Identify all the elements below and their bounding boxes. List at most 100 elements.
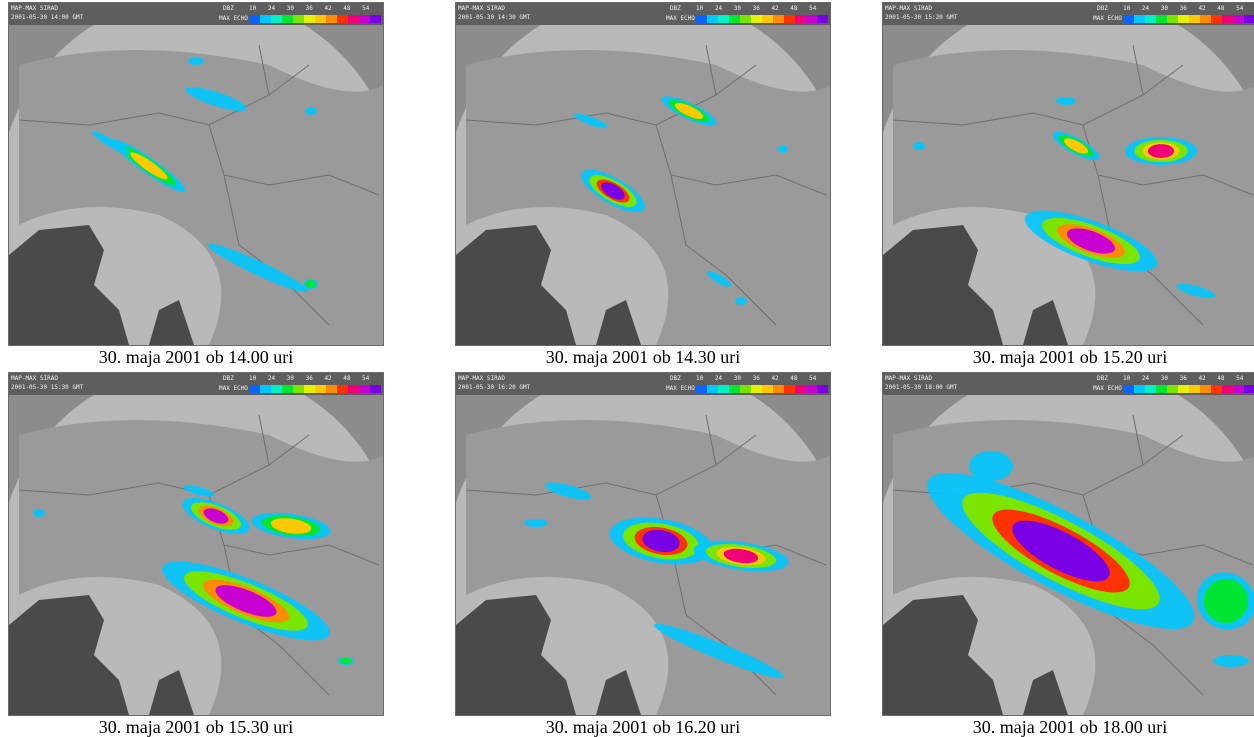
product-timestamp: 2001-05-30 14:30 GMT [458, 14, 531, 21]
color-scale-swatch [1123, 15, 1134, 23]
color-scale-swatch [337, 15, 348, 23]
country-borders [465, 44, 827, 326]
product-timestamp: 2001-05-30 16:20 GMT [458, 384, 531, 391]
color-scale-swatch [249, 385, 260, 393]
scale-tick: 36 [752, 5, 760, 12]
scale-tick: 10 [696, 375, 704, 382]
radar-echo [735, 297, 747, 305]
radar-frame: MAP-MAX SIRAD 2001-05-30 14:00 GMT DBZ 10 24… [8, 2, 384, 346]
scale-tick: 36 [1179, 5, 1187, 12]
color-scale-swatch [304, 385, 315, 393]
color-scale-swatch [271, 15, 282, 23]
terrain-hills [466, 50, 830, 345]
radar-header: MAP-MAX SIRAD 2001-05-30 15:30 GMT DBZ 10 24… [9, 373, 383, 395]
color-scale-swatch [1200, 385, 1211, 393]
color-scale-swatch [1222, 385, 1233, 393]
scale-tick: 24 [714, 375, 723, 382]
radar-echo [913, 142, 925, 150]
color-scale-swatch [326, 385, 337, 393]
color-scale-swatch [1167, 385, 1178, 393]
radar-echo [1056, 97, 1076, 105]
color-scale [1123, 385, 1254, 393]
color-scale-swatch [773, 15, 784, 23]
radar-map [456, 395, 830, 715]
color-scale-swatch [817, 15, 828, 23]
radar-frame: MAP-MAX SIRAD 2001-05-30 15:30 GMT DBZ 10 24… [8, 372, 384, 716]
radar-frame: MAP-MAX SIRAD 2001-05-30 15:20 GMT DBZ 10 24… [882, 2, 1254, 346]
dbz-label: DBZ [670, 5, 681, 12]
scale-tick: 30 [1160, 375, 1168, 382]
color-scale-swatch [370, 385, 381, 393]
color-scale-swatch [1189, 385, 1200, 393]
panel-caption: 30. maja 2001 ob 16.20 uri [545, 717, 741, 737]
color-scale-swatch [729, 15, 740, 23]
color-scale-swatch [740, 385, 751, 393]
scale-tick: 54 [809, 5, 817, 12]
color-scale-swatch [718, 15, 729, 23]
radar-echo [581, 169, 645, 213]
product-timestamp: 2001-05-30 14:00 GMT [11, 14, 84, 21]
scale-tick: 10 [1123, 5, 1131, 12]
color-scale-swatch [315, 15, 326, 23]
scale-tick: 48 [790, 5, 798, 12]
radar-echo [609, 517, 713, 565]
dbz-label: DBZ [1097, 5, 1108, 12]
scale-tick: 42 [1198, 5, 1206, 12]
scale-tick: 36 [305, 5, 313, 12]
color-scale-swatch [304, 15, 315, 23]
color-scale [696, 385, 828, 393]
terrain-hills [466, 420, 830, 715]
radar-echo [1196, 572, 1254, 630]
color-scale-swatch [315, 385, 326, 393]
scale-tick: 48 [790, 375, 798, 382]
radar-echo [304, 279, 318, 289]
color-scale-swatch [1200, 15, 1211, 23]
color-scale-swatch [1178, 385, 1189, 393]
radar-header: MAP-MAX SIRAD 2001-05-30 16:20 GMT DBZ 10 24… [456, 373, 830, 395]
country-borders [892, 414, 1254, 696]
color-scale-swatch [370, 15, 381, 23]
product-timestamp: 2001-05-30 15:30 GMT [11, 384, 84, 391]
scale-tick: 36 [752, 375, 760, 382]
color-scale-swatch [293, 385, 304, 393]
color-scale-swatch [1178, 15, 1189, 23]
radar-echo [661, 96, 717, 126]
color-scale-swatch [348, 385, 359, 393]
radar-header: MAP-MAX SIRAD 2001-05-30 15:20 GMT DBZ 10 24… [883, 3, 1254, 25]
scale-tick: 10 [249, 375, 257, 382]
mode-label: MAX ECHO [666, 385, 695, 392]
color-scale-swatch [1189, 15, 1200, 23]
radar-echo [1024, 210, 1158, 272]
radar-echo [188, 57, 204, 65]
sea-area [9, 595, 194, 715]
scale-tick: 30 [733, 375, 741, 382]
panel-caption: 30. maja 2001 ob 15.20 uri [972, 347, 1168, 367]
radar-map [883, 25, 1254, 345]
dbz-label: DBZ [1097, 375, 1108, 382]
color-scale [696, 15, 828, 23]
color-scale-swatch [271, 385, 282, 393]
scale-tick: 30 [286, 5, 294, 12]
color-scale-swatch [1145, 15, 1156, 23]
color-scale-swatch [249, 15, 260, 23]
color-scale-swatch [1244, 385, 1254, 393]
color-scale-swatch [1156, 15, 1167, 23]
scale-tick: 30 [286, 375, 294, 382]
radar-echo [185, 87, 247, 111]
radar-frame: MAP-MAX SIRAD 2001-05-30 16:20 GMT DBZ 10 24… [455, 372, 831, 716]
sea-area [9, 225, 194, 345]
scale-tick: 54 [1236, 375, 1244, 382]
scale-ticks: 10 24 30 36 42 48 54 [696, 5, 828, 12]
radar-echo [778, 145, 788, 153]
radar-header: MAP-MAX SIRAD 2001-05-30 18:00 GMT DBZ 10 24… [883, 373, 1254, 395]
color-scale-swatch [740, 15, 751, 23]
mode-label: MAX ECHO [666, 15, 695, 22]
color-scale-swatch [696, 385, 707, 393]
radar-echo [251, 512, 331, 540]
radar-echo [208, 243, 308, 293]
scale-tick: 10 [696, 5, 704, 12]
scale-ticks: 10 24 30 36 42 48 54 [696, 375, 828, 382]
color-scale-swatch [359, 385, 370, 393]
color-scale-swatch [784, 385, 795, 393]
color-scale [1123, 15, 1254, 23]
